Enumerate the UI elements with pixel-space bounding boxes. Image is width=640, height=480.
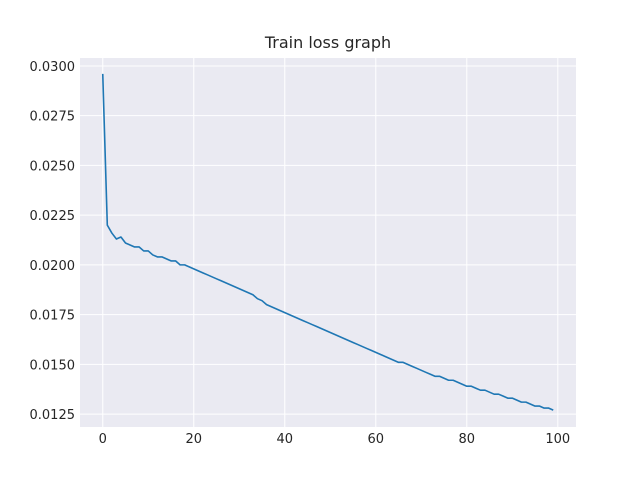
grid [80,58,576,427]
chart-title: Train loss graph [264,33,391,52]
x-tick-label: 20 [185,432,202,447]
y-tick-label: 0.0200 [30,259,76,274]
y-tick-label: 0.0275 [30,110,76,125]
plot-area [80,58,576,427]
y-tick-label: 0.0250 [30,159,76,174]
x-tick-label: 80 [459,432,476,447]
y-tick-label: 0.0225 [30,209,76,224]
series-line-loss [101,73,554,411]
x-tick-label: 100 [545,432,570,447]
x-tick-label: 40 [276,432,293,447]
y-tick-label: 0.0125 [30,408,76,423]
x-tick-labels: 0 20 40 60 80 100 [99,432,571,447]
x-tick-label: 0 [99,432,107,447]
y-tick-label: 0.0150 [30,358,76,373]
y-tick-label: 0.0300 [30,60,76,75]
x-tick-label: 60 [368,432,385,447]
y-tick-label: 0.0175 [30,309,76,324]
y-tick-labels: 0.0125 0.0150 0.0175 0.0200 0.0225 0.0250 0.02… [30,60,76,423]
